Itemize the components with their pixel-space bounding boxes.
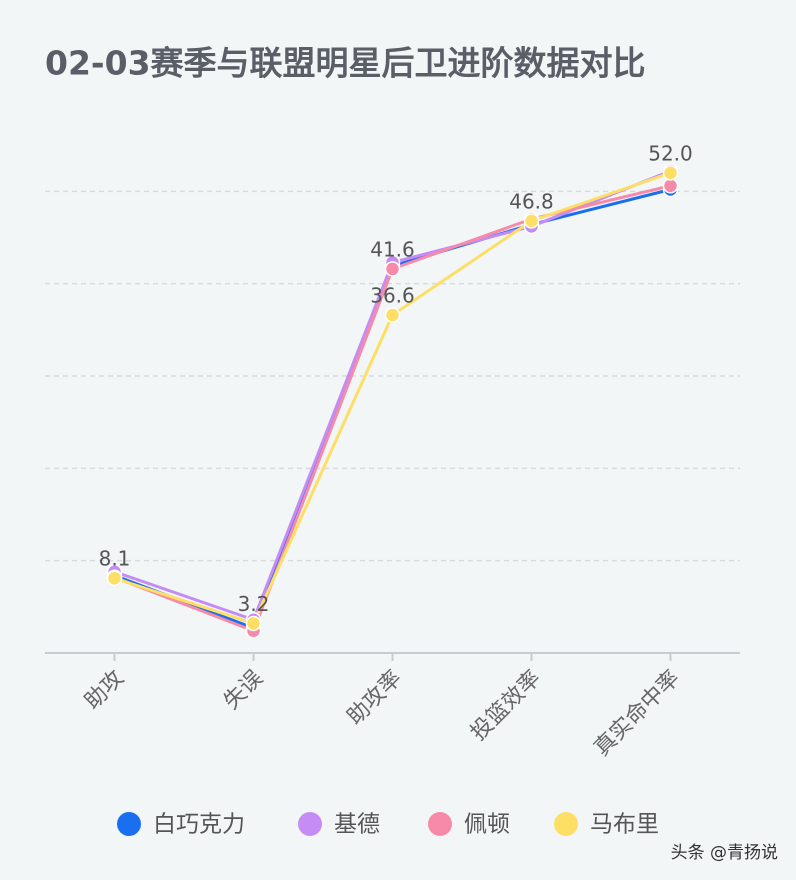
legend-marker (117, 812, 141, 836)
point (106, 570, 123, 586)
legend-marker (554, 812, 578, 836)
point (245, 615, 262, 632)
data-label: 41.6 (370, 237, 415, 261)
point (384, 261, 401, 277)
point (662, 165, 679, 181)
chart-title: 02-03赛季与联盟明星后卫进阶数据对比 (45, 44, 646, 83)
legend-marker (428, 812, 452, 836)
legend-marker (298, 812, 322, 836)
data-label: 3.2 (238, 592, 270, 616)
legend-label: 基德 (334, 812, 380, 838)
point (384, 307, 401, 323)
point (523, 213, 540, 229)
point (662, 178, 679, 194)
data-label: 46.8 (509, 189, 554, 213)
legend-label: 佩顿 (464, 812, 510, 838)
data-label: 52.0 (648, 141, 693, 165)
legend-label: 白巧克力 (153, 812, 245, 838)
watermark: 头条 @青扬说 (671, 843, 778, 863)
data-label: 8.1 (99, 547, 131, 571)
data-label: 36.6 (370, 284, 415, 308)
legend-label: 马布里 (590, 812, 659, 838)
